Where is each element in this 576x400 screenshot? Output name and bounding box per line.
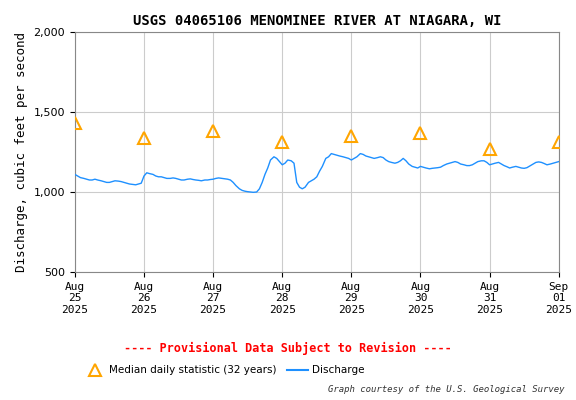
Text: ---- Provisional Data Subject to Revision ----: ---- Provisional Data Subject to Revisio…	[124, 342, 452, 354]
Text: Graph courtesy of the U.S. Geological Survey: Graph courtesy of the U.S. Geological Su…	[328, 385, 564, 394]
Legend: Median daily statistic (32 years), Discharge: Median daily statistic (32 years), Disch…	[80, 361, 369, 380]
Y-axis label: Discharge, cubic feet per second: Discharge, cubic feet per second	[15, 32, 28, 272]
Title: USGS 04065106 MENOMINEE RIVER AT NIAGARA, WI: USGS 04065106 MENOMINEE RIVER AT NIAGARA…	[132, 14, 501, 28]
